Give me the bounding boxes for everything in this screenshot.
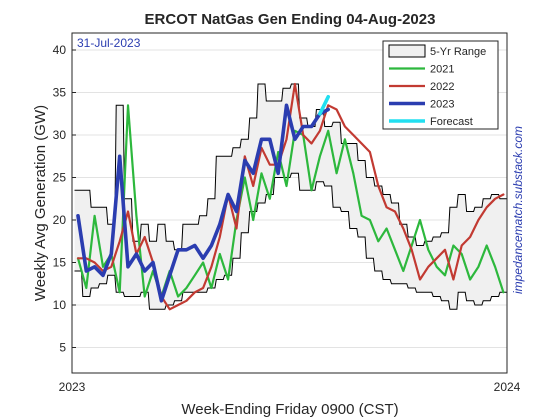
series-line-forecast xyxy=(318,95,331,116)
y-tick-label: 20 xyxy=(53,213,67,227)
range-band-lower xyxy=(74,172,507,310)
range-band-upper xyxy=(74,83,507,251)
y-tick-label: 10 xyxy=(53,298,67,312)
five-year-range-band xyxy=(74,83,507,310)
series-line-2022 xyxy=(76,82,505,311)
y-tick-label: 5 xyxy=(59,341,66,355)
chart-title: ERCOT NatGas Gen Ending 04-Aug-2023 xyxy=(145,11,436,28)
x-tick-label: 2024 xyxy=(494,380,521,394)
series-line-2021 xyxy=(76,104,505,298)
y-axis-label: Weekly Avg Generation (GW) xyxy=(32,105,49,301)
series-line-2023 xyxy=(76,103,331,303)
legend-label: 2023 xyxy=(430,99,454,111)
legend: 5-Yr Range 2021 2022 2023 Forecast xyxy=(382,40,499,130)
x-tick-label: 2023 xyxy=(59,380,86,394)
legend-label: 5-Yr Range xyxy=(430,46,486,58)
x-axis: 2023 2024 xyxy=(59,369,521,394)
date-annotation: 31-Jul-2023 xyxy=(77,36,141,50)
range-band-fill xyxy=(74,84,507,310)
legend-swatch xyxy=(388,44,426,58)
x-axis-label: Week-Ending Friday 0900 (CST) xyxy=(181,401,398,418)
legend-label: Forecast xyxy=(430,116,473,128)
y-tick-label: 25 xyxy=(53,171,67,185)
series-lines xyxy=(76,82,505,311)
legend-label: 2022 xyxy=(430,81,454,93)
legend-label: 2021 xyxy=(430,64,454,76)
watermark: impedancematch.substack.com xyxy=(511,126,525,294)
y-axis: 5 10 15 20 25 30 35 40 xyxy=(53,43,76,355)
y-tick-label: 15 xyxy=(53,256,67,270)
y-tick-label: 30 xyxy=(53,128,67,142)
plot-frame xyxy=(71,32,508,374)
y-tick-label: 35 xyxy=(53,86,67,100)
y-tick-label: 40 xyxy=(53,43,67,57)
